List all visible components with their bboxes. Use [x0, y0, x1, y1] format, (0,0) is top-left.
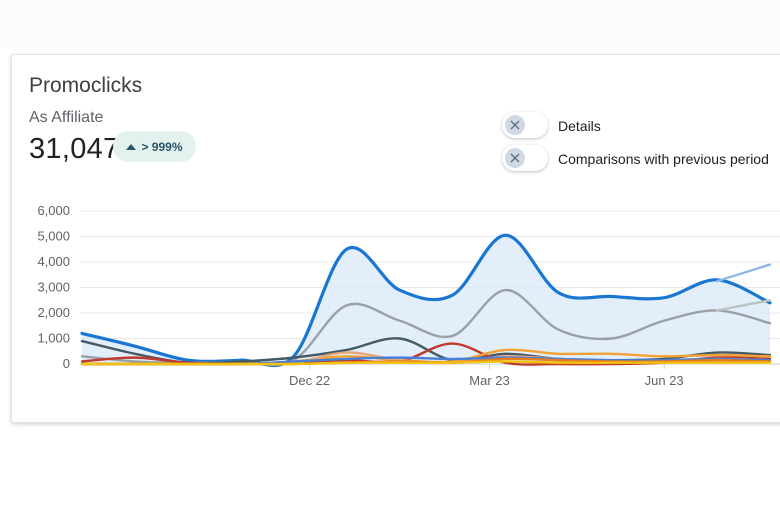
card-subtitle: As Affiliate [29, 109, 104, 126]
close-icon [505, 115, 525, 135]
clicks-area-chart: 0 1,000 2,000 3,000 4,000 5,000 6,000 Dec 22 Mar… [37, 203, 780, 388]
card-title: Promoclicks [29, 74, 143, 97]
y-tick-label: 6,000 [37, 203, 70, 218]
triangle-up-icon [126, 143, 137, 150]
x-tick-label: Dec 22 [289, 373, 330, 388]
comparison-toggle[interactable] [502, 145, 548, 171]
y-tick-label: 2,000 [37, 305, 70, 320]
y-tick-label: 1,000 [37, 331, 70, 346]
x-tick-label: Mar 23 [469, 373, 509, 388]
page-top-band [0, 0, 780, 48]
details-toggle[interactable] [502, 112, 548, 138]
x-tick-label: Jun 23 [645, 373, 684, 388]
details-toggle-label: Details [558, 118, 601, 134]
series-line [80, 233, 772, 368]
y-tick-label: 3,000 [37, 280, 70, 295]
close-icon [505, 148, 525, 168]
y-tick-label: 0 [63, 356, 70, 371]
change-badge-label: > 999% [141, 139, 183, 154]
series-line [80, 360, 772, 366]
total-value: 31,047 [29, 133, 120, 165]
change-badge: > 999% [113, 131, 196, 162]
series-line [715, 299, 772, 312]
comparison-toggle-label: Comparisons with previous period [558, 151, 769, 167]
y-tick-label: 5,000 [37, 229, 70, 244]
y-tick-label: 4,000 [37, 254, 70, 269]
series-line [715, 263, 772, 283]
